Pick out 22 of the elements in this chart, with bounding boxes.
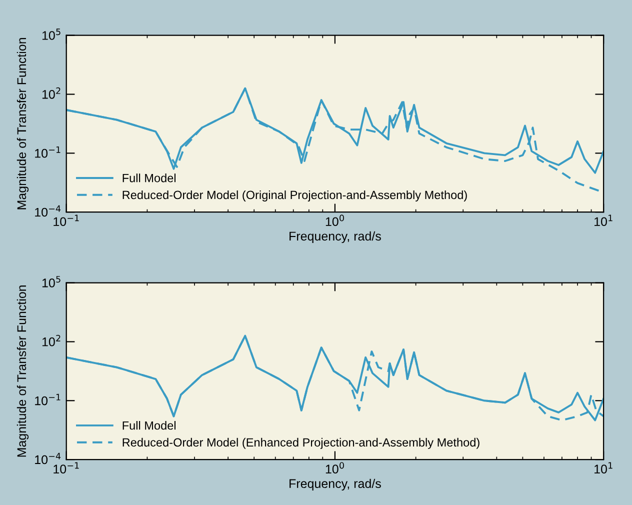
x-tick-label: 10$^{0}$ (326, 462, 344, 474)
x-axis-title: Frequency, rad/s (290, 478, 381, 490)
y-axis-title: Magnitude of Transfer Function (16, 285, 29, 457)
y-tick-label: 10$^{−1}$ (35, 394, 60, 406)
y-tick-label: 10$^{5}$ (42, 276, 60, 288)
y-tick-label: 10$^{−1}$ (35, 146, 60, 158)
x-tick-label: 10$^{−1}$ (54, 462, 79, 474)
y-tick-label: 10$^{−4}$ (35, 205, 61, 217)
y-tick-label: 10$^{5}$ (42, 28, 60, 40)
legend-label: Reduced-Order Model (Original Projection-and-Assembly Method) (122, 190, 467, 202)
legend-label: Reduced-Order Model (Enhanced Projection-and-Assembly Method) (122, 438, 480, 449)
x-axis-title: Frequency, rad/s (290, 231, 381, 244)
x-tick-label: 10$^{0}$ (326, 214, 344, 226)
y-axis-title: Magnitude of Transfer Function (16, 38, 29, 210)
x-tick-label: 10$^{−1}$ (54, 214, 79, 226)
y-tick-label: 10$^{2}$ (42, 334, 60, 346)
legend-label: Full Model (122, 421, 176, 430)
x-tick-label: 10$^{1}$ (594, 462, 612, 474)
y-tick-label: 10$^{−4}$ (35, 452, 61, 464)
legend-label: Full Model (122, 174, 176, 182)
y-tick-label: 10$^{2}$ (42, 87, 60, 99)
x-tick-label: 10$^{1}$ (594, 214, 612, 226)
